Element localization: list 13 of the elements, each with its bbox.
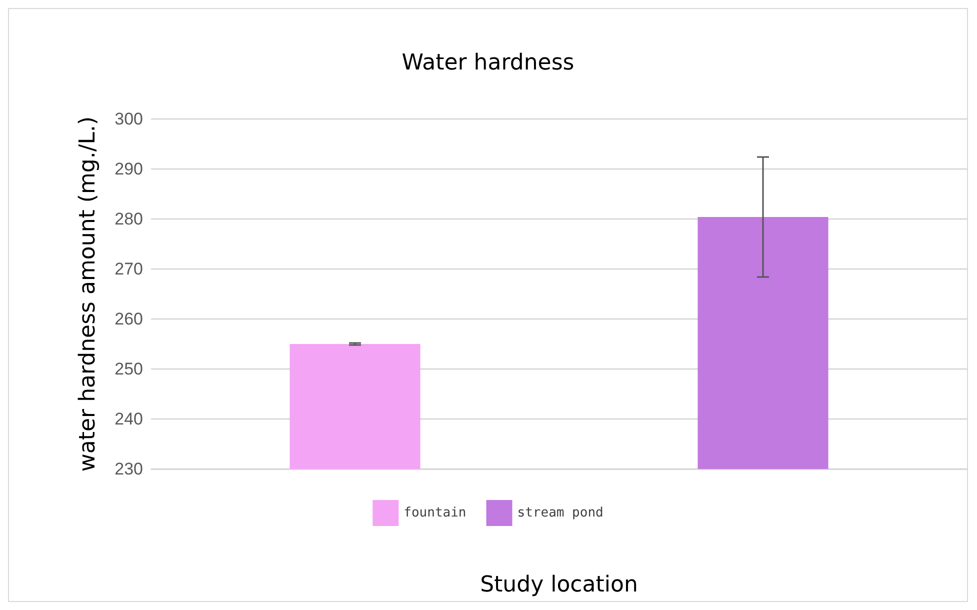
y-tick-label: 270 [114,260,143,278]
chart-title: Water hardness [402,50,574,76]
y-tick-label: 250 [114,360,143,378]
y-axis-title: water hardness amount (mg./L.) [76,116,100,472]
y-tick-label: 230 [114,460,143,478]
y-tick-label: 260 [114,310,143,328]
legend-label: fountain [404,506,466,520]
y-tick-label: 300 [114,110,143,128]
legend-label: stream pond [517,506,604,520]
y-tick-label: 240 [114,410,143,428]
y-tick-label: 290 [114,160,143,178]
y-tick-label: 280 [114,210,143,228]
x-axis-title: Study location [480,572,638,598]
